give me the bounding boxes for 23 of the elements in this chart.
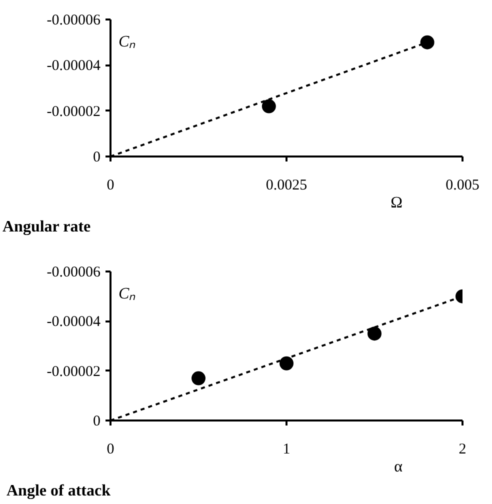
point <box>280 356 294 370</box>
y-tick-label: -0.00002 <box>46 104 101 120</box>
x-axis-title: Ω <box>390 194 403 212</box>
y-tick-label: -0.00002 <box>46 364 101 380</box>
point <box>368 326 382 341</box>
x-tick-label: 0.0025 <box>266 178 308 194</box>
text: Angle of attack <box>6 482 111 500</box>
x-tick-label: 1 <box>282 442 290 458</box>
y-tick-label: -0.00004 <box>46 314 101 330</box>
text: Angular rate <box>2 218 91 236</box>
y-tick-label: -0.00004 <box>46 58 101 74</box>
y-tick-label: -0.00006 <box>46 12 101 28</box>
y-tick-label: -0.00006 <box>46 264 101 280</box>
x-tick-label: 0.005 <box>446 178 480 194</box>
x-tick-label: 0 <box>106 442 114 458</box>
point <box>192 371 206 386</box>
x-tick-label: 0 <box>106 178 114 194</box>
y-axis-title: Cₙ <box>118 34 136 50</box>
x-tick-label: 2 <box>458 442 466 458</box>
y-axis-title: Cₙ <box>118 286 136 302</box>
y-tick-label: 0 <box>93 150 100 166</box>
y-tick-label: 0 <box>93 414 100 430</box>
x-axis-title: α <box>394 458 404 476</box>
